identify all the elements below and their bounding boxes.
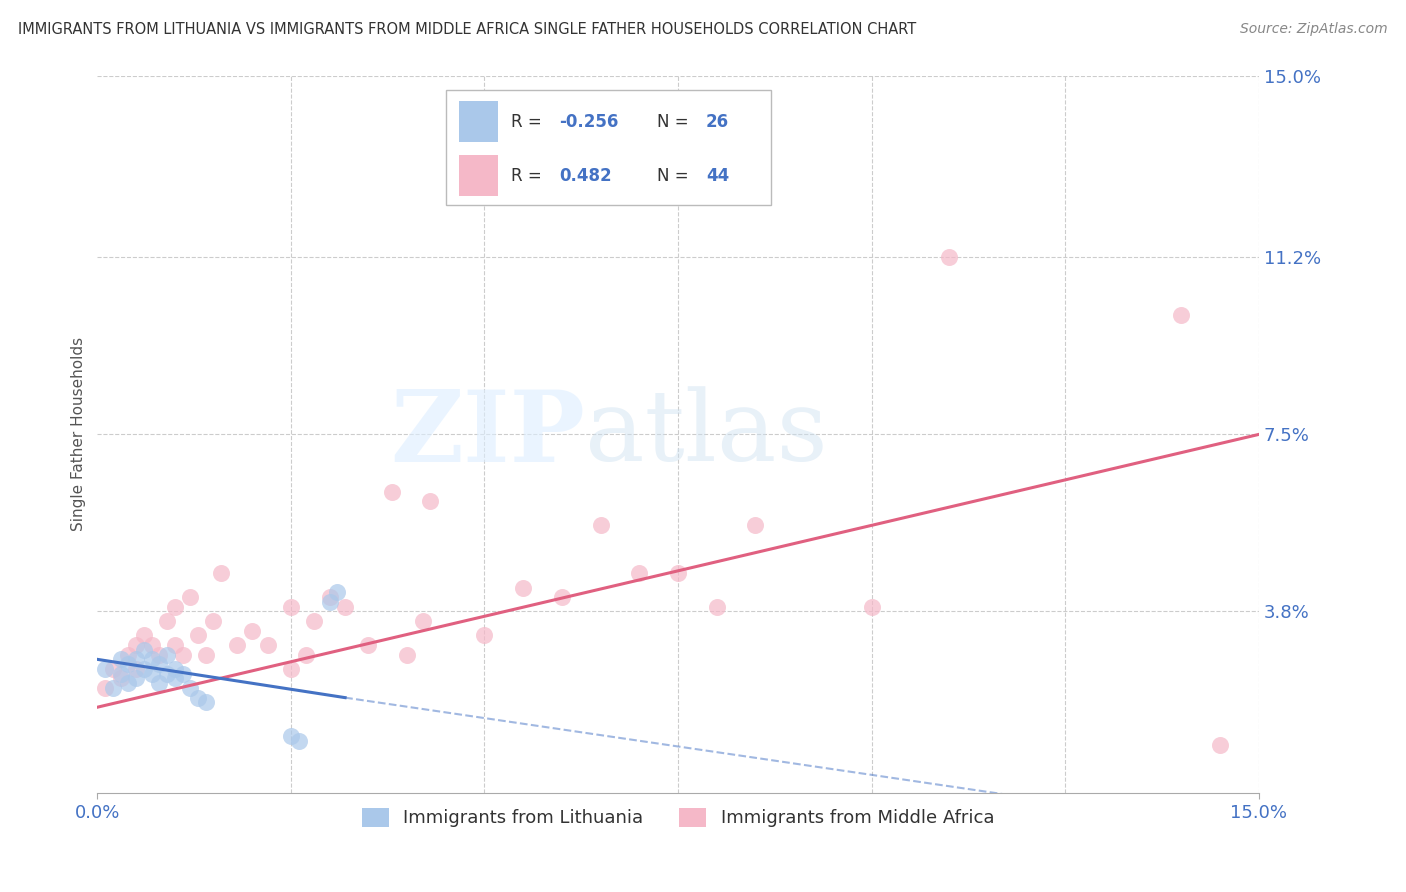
Point bbox=[295, 648, 318, 662]
Point bbox=[225, 638, 247, 652]
Text: Source: ZipAtlas.com: Source: ZipAtlas.com bbox=[1240, 22, 1388, 37]
Y-axis label: Single Father Households: Single Father Households bbox=[72, 337, 86, 532]
Point bbox=[156, 648, 179, 662]
Point bbox=[117, 657, 139, 672]
Point bbox=[333, 599, 356, 614]
Point bbox=[163, 672, 186, 686]
Point bbox=[280, 662, 302, 676]
Point bbox=[141, 638, 163, 652]
Point bbox=[172, 666, 194, 681]
Point bbox=[110, 652, 132, 666]
Point bbox=[101, 681, 124, 695]
Point bbox=[1170, 308, 1192, 322]
Point bbox=[156, 614, 179, 628]
Point bbox=[110, 666, 132, 681]
Point bbox=[380, 484, 402, 499]
Point bbox=[187, 690, 209, 705]
Point bbox=[860, 599, 883, 614]
Point bbox=[110, 672, 132, 686]
Point bbox=[302, 614, 325, 628]
Point bbox=[706, 599, 728, 614]
Point bbox=[357, 638, 380, 652]
Point bbox=[179, 681, 201, 695]
Point bbox=[666, 566, 689, 581]
Point bbox=[202, 614, 225, 628]
Point bbox=[318, 590, 340, 604]
Point bbox=[163, 638, 186, 652]
Point bbox=[148, 657, 170, 672]
Point bbox=[194, 648, 217, 662]
Point bbox=[117, 648, 139, 662]
Text: IMMIGRANTS FROM LITHUANIA VS IMMIGRANTS FROM MIDDLE AFRICA SINGLE FATHER HOUSEHO: IMMIGRANTS FROM LITHUANIA VS IMMIGRANTS … bbox=[18, 22, 917, 37]
Point bbox=[132, 662, 155, 676]
Point bbox=[148, 676, 170, 690]
Point bbox=[125, 638, 148, 652]
Point bbox=[179, 590, 201, 604]
Point bbox=[148, 648, 170, 662]
Point bbox=[125, 652, 148, 666]
Point bbox=[512, 581, 534, 595]
Point bbox=[141, 666, 163, 681]
Point bbox=[94, 681, 117, 695]
Point bbox=[101, 662, 124, 676]
Text: atlas: atlas bbox=[585, 386, 828, 483]
Point bbox=[396, 648, 419, 662]
Point bbox=[156, 666, 179, 681]
Point bbox=[117, 676, 139, 690]
Point bbox=[326, 585, 349, 599]
Point bbox=[132, 642, 155, 657]
Point bbox=[94, 662, 117, 676]
Point bbox=[132, 628, 155, 642]
Point bbox=[287, 733, 309, 747]
Point bbox=[240, 624, 263, 638]
Point bbox=[280, 599, 302, 614]
Point bbox=[412, 614, 434, 628]
Point bbox=[172, 648, 194, 662]
Point bbox=[187, 628, 209, 642]
Point bbox=[938, 251, 960, 265]
Legend: Immigrants from Lithuania, Immigrants from Middle Africa: Immigrants from Lithuania, Immigrants fr… bbox=[354, 801, 1001, 835]
Point bbox=[474, 628, 496, 642]
Point bbox=[628, 566, 651, 581]
Point bbox=[256, 638, 278, 652]
Point bbox=[419, 494, 441, 508]
Point bbox=[125, 662, 148, 676]
Point bbox=[280, 729, 302, 743]
Point bbox=[141, 652, 163, 666]
Point bbox=[209, 566, 232, 581]
Point bbox=[163, 599, 186, 614]
Point bbox=[589, 518, 612, 533]
Point bbox=[1209, 739, 1232, 753]
Point bbox=[318, 595, 340, 609]
Point bbox=[551, 590, 574, 604]
Point bbox=[744, 518, 766, 533]
Point bbox=[163, 662, 186, 676]
Point bbox=[125, 672, 148, 686]
Text: ZIP: ZIP bbox=[391, 386, 585, 483]
Point bbox=[194, 695, 217, 709]
